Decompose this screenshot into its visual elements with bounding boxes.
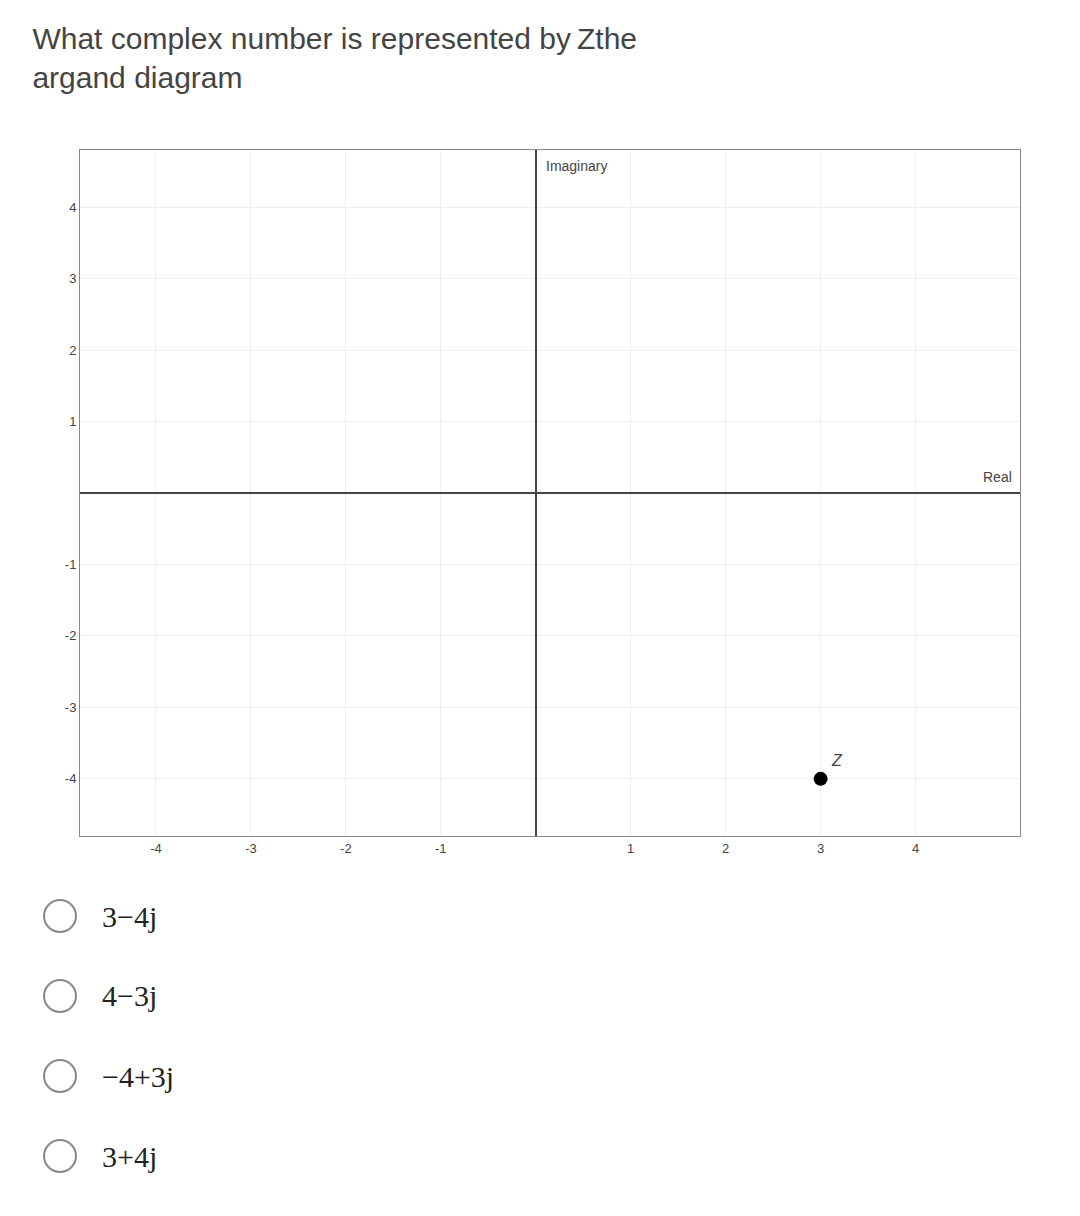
svg-text:−4+3j: −4+3j [102, 1060, 174, 1093]
svg-text:-1: -1 [435, 841, 447, 856]
svg-text:-4: -4 [65, 771, 77, 786]
svg-text:Imaginary: Imaginary [546, 158, 607, 174]
svg-text:-2: -2 [340, 841, 352, 856]
svg-text:Real: Real [983, 469, 1012, 485]
svg-text:-2: -2 [65, 628, 77, 643]
svg-text:-3: -3 [65, 700, 77, 715]
svg-text:Z: Z [831, 752, 843, 769]
svg-text:2: 2 [722, 841, 729, 856]
svg-text:3−4j: 3−4j [102, 900, 157, 933]
svg-text:What complex number is represe: What complex number is represented by Zt… [32, 22, 637, 94]
svg-text:3+4j: 3+4j [102, 1140, 157, 1173]
svg-text:3: 3 [69, 271, 76, 286]
svg-text:-3: -3 [245, 841, 257, 856]
svg-text:4: 4 [69, 200, 76, 215]
svg-text:-1: -1 [65, 557, 77, 572]
svg-text:-4: -4 [150, 841, 162, 856]
svg-text:4: 4 [912, 841, 919, 856]
svg-text:1: 1 [69, 414, 76, 429]
svg-text:3: 3 [817, 841, 824, 856]
svg-text:1: 1 [627, 841, 634, 856]
svg-text:4−3j: 4−3j [102, 979, 157, 1012]
svg-text:2: 2 [69, 343, 76, 358]
